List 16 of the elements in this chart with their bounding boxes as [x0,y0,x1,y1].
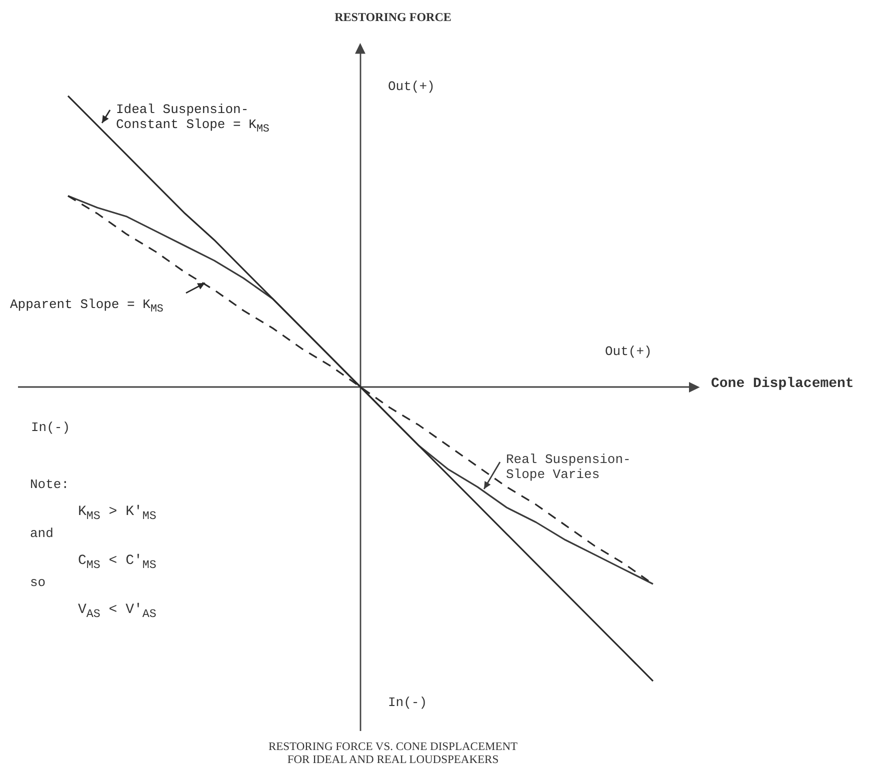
legend-label: Ideal Suspension- Constant Slope = K$_{MS}$ [116,102,270,138]
legend-label: Real Suspension- Slope Varies [506,452,631,482]
annotation: and [30,526,54,541]
text: Apparent Slope = K$_{MS}$ [10,297,164,318]
annotation: C$_{MS}$ < C′$_{MS}$ [78,553,156,573]
text: RESTORING FORCE VS. CONE DISPLACEMENT FOR IDEAL AND REAL LOUDSPEAKERS [268,741,518,767]
annotation: K$_{MS}$ > K′$_{MS}$ [78,504,156,524]
annotation: V$_{AS}$ < V′$_{AS}$ [78,602,156,622]
text: In(-) [388,695,428,710]
text: RESTORING FORCE [334,10,452,25]
annotation: Out(+) [605,344,652,359]
x-axis-title: Cone Displacement [711,376,854,392]
text: Out(+) [388,79,435,94]
text: so [30,575,46,590]
annotation: In(-) [31,420,70,435]
annotation: Note: [30,477,70,492]
